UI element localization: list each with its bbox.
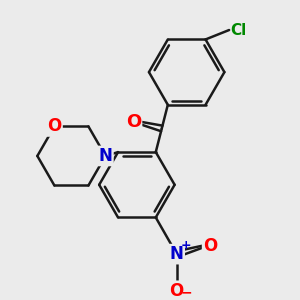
Text: Cl: Cl <box>231 22 247 38</box>
Text: O: O <box>126 113 141 131</box>
Text: N: N <box>98 147 112 165</box>
Text: N: N <box>170 245 184 263</box>
Text: +: + <box>180 239 191 252</box>
Text: O: O <box>47 118 61 136</box>
Text: O: O <box>203 237 218 255</box>
Text: −: − <box>180 285 192 299</box>
Text: O: O <box>169 282 184 300</box>
